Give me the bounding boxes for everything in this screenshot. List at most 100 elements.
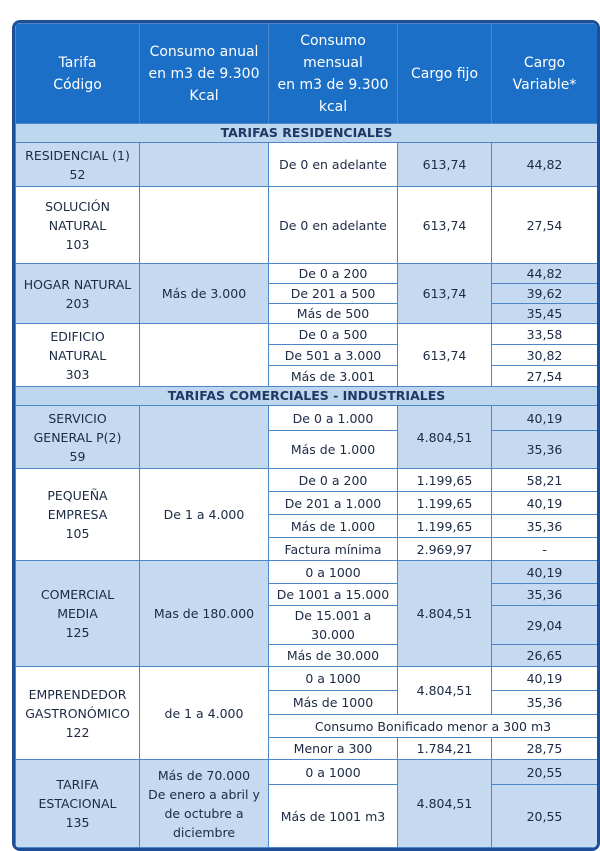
fixed-charge: 4.804,51 <box>397 666 492 715</box>
fixed-charge: 613,74 <box>397 142 492 187</box>
cell-text: 35,45 <box>526 306 563 321</box>
cell-text: Más de 70.000 <box>157 767 251 783</box>
tariff-code: SERVICIO GENERAL P(2) 59 <box>15 405 140 469</box>
cell-text: GASTRONÓMICO <box>25 705 130 721</box>
cell-text: De enero a abril y de octubre a diciembr… <box>148 786 260 840</box>
monthly-consumption: De 0 a 200 <box>268 263 398 284</box>
header-cell: Cargo fijo <box>397 23 492 124</box>
cell-text: De 15.001 a 30.000 <box>294 608 372 642</box>
header-cell: Tarifa Código <box>15 23 140 124</box>
cell-text: Consumo Bonificado menor a 300 m3 <box>314 718 552 734</box>
tariff-table-frame: Tarifa Código Consumo anual en m3 de 9.300 K… <box>12 20 600 851</box>
header-cell: Cargo Variable* <box>491 23 597 124</box>
cell-text: 4.804,51 <box>416 796 473 811</box>
tariff-row: De 1001 a 15.000 35,36 <box>16 583 597 606</box>
fixed-charge: 613,74 <box>397 263 492 324</box>
monthly-consumption: De 0 a 1.000 <box>268 405 398 431</box>
cell-text: 1.199,65 <box>416 472 473 488</box>
cell-text: 59 <box>69 448 86 464</box>
variable-charge: 35,36 <box>491 514 597 538</box>
cell-text: SERVICIO <box>48 410 107 426</box>
fixed-charge: 2.969,97 <box>397 537 492 561</box>
cell-text: 44,82 <box>526 157 563 172</box>
cell-text: Kcal <box>189 87 219 104</box>
annual-consumption: de 1 a 4.000 <box>139 666 269 760</box>
cell-text: Más de 1.000 <box>290 442 376 457</box>
cell-text: 1.199,65 <box>416 495 473 511</box>
cell-text: EDIFICIO <box>50 328 105 344</box>
tariff-row: Consumo Bonificado menor a 300 m3 <box>16 714 597 738</box>
cell-text: 303 <box>65 366 90 382</box>
annual-consumption <box>139 323 269 387</box>
header-cell: Consumo mensual en m3 de 9.300 kcal <box>268 23 398 124</box>
cell-text: Consumo anual <box>149 43 259 60</box>
variable-charge: 40,19 <box>491 491 597 515</box>
variable-charge: 35,36 <box>491 583 597 606</box>
cell-text: 29,04 <box>526 617 563 633</box>
variable-charge: 39,62 <box>491 283 597 304</box>
cell-text: 203 <box>65 295 90 311</box>
tariff-row: Más de 1000 35,36 <box>16 690 597 715</box>
tariff-row: De 15.001 a 30.000 29,04 <box>16 605 597 645</box>
cell-text: 613,74 <box>422 217 467 233</box>
tariff-row: COMERCIAL MEDIA 125 Mas de 180.000 0 a 1000 4… <box>15 560 597 667</box>
tariff-row: De 201 a 500 39,62 <box>16 283 597 304</box>
variable-charge: 28,75 <box>491 737 597 760</box>
cell-text: 40,19 <box>526 671 563 686</box>
cell-text: de 1 a 4.000 <box>164 705 244 721</box>
tariff-table: Tarifa Código Consumo anual en m3 de 9.300 K… <box>15 23 597 848</box>
monthly-consumption: Factura mínima <box>268 537 398 561</box>
variable-charge: 20,55 <box>491 784 597 848</box>
section-row: TARIFAS RESIDENCIALES <box>15 123 597 143</box>
cell-text: 103 <box>65 236 90 252</box>
annual-consumption <box>139 142 269 187</box>
tariff-code: SOLUCIÓN NATURAL 103 <box>15 186 140 264</box>
variable-charge: 35,36 <box>491 430 597 469</box>
cell-text: PEQUEÑA <box>47 488 108 503</box>
cell-text: 35,36 <box>526 442 563 457</box>
cell-text: TARIFA <box>56 777 99 792</box>
variable-charge: 20,55 <box>491 759 597 785</box>
cell-text: 35,36 <box>526 695 563 710</box>
monthly-consumption: Más de 1001 m3 <box>268 784 398 848</box>
cell-text: EMPRENDEDOR <box>28 686 127 702</box>
cell-text: 39,62 <box>526 286 563 301</box>
monthly-consumption: De 0 en adelante <box>268 142 398 187</box>
cell-text: Tarifa <box>58 54 97 71</box>
cell-text: 4.804,51 <box>416 683 473 698</box>
cell-text: Mas de 180.000 <box>153 606 255 621</box>
cell-text: De 201 a 500 <box>290 286 376 301</box>
cell-text: 0 a 1000 <box>305 764 361 780</box>
monthly-consumption: De 0 en adelante <box>268 186 398 264</box>
cell-text: HOGAR NATURAL <box>23 276 132 292</box>
cell-text: De 0 a 200 <box>298 472 368 488</box>
cell-text: Código <box>53 76 102 93</box>
tariff-code: TARIFA ESTACIONAL 135 <box>15 759 140 848</box>
cell-text: 105 <box>65 526 90 541</box>
fixed-charge: 4.804,51 <box>397 560 492 667</box>
cell-text: Más de 500 <box>296 306 370 321</box>
fixed-charge: 4.804,51 <box>397 759 492 848</box>
section-row: TARIFAS COMERCIALES - INDUSTRIALES <box>15 386 597 406</box>
variable-charge: 30,82 <box>491 344 597 366</box>
annual-consumption: Mas de 180.000 <box>139 560 269 667</box>
cell-text: 613,74 <box>422 286 467 301</box>
cell-text: 44,82 <box>526 266 563 281</box>
monthly-consumption: Más de 3.001 <box>268 365 398 387</box>
tariff-code: RESIDENCIAL (1) 52 <box>15 142 140 187</box>
variable-charge: 27,54 <box>491 186 597 264</box>
cell-text: Factura mínima <box>284 541 382 557</box>
cell-text: GENERAL P(2) <box>33 429 122 445</box>
cell-text: 33,58 <box>526 326 563 342</box>
cell-text: 613,74 <box>422 347 467 363</box>
tariff-row: HOGAR NATURAL 203 Más de 3.000 De 0 a 200 61… <box>15 263 597 324</box>
monthly-consumption: De 501 a 3.000 <box>268 344 398 366</box>
cell-text: 0 a 1000 <box>305 564 361 580</box>
monthly-consumption: Menor a 300 <box>268 737 398 760</box>
variable-charge: 44,82 <box>491 142 597 187</box>
cell-text: 122 <box>65 724 90 740</box>
tariff-row: SERVICIO GENERAL P(2) 59 De 0 a 1.000 4.804,… <box>15 405 597 469</box>
cell-text: De 1 a 4.000 <box>163 507 245 522</box>
cell-text: ESTACIONAL <box>38 796 117 811</box>
cell-text: De 501 a 3.000 <box>284 347 382 363</box>
